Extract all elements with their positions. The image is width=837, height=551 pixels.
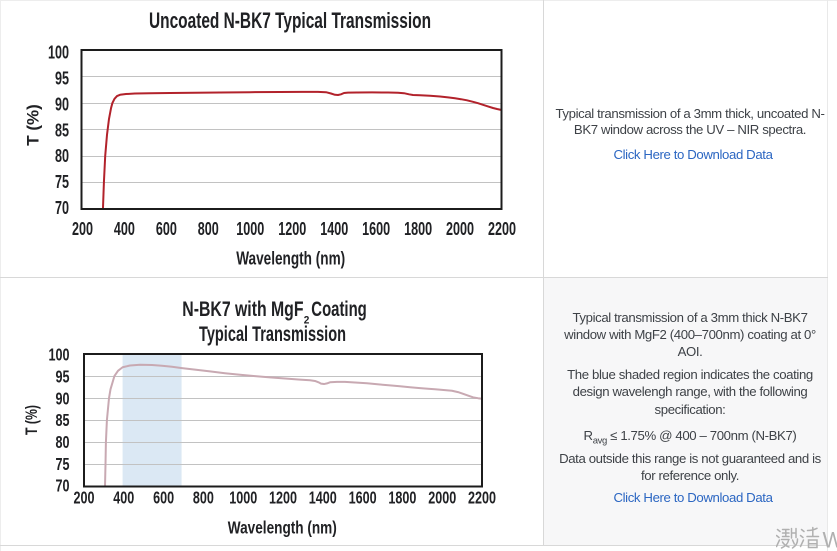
svg-text:1400: 1400 <box>320 218 348 239</box>
svg-text:85: 85 <box>56 410 70 430</box>
svg-text:2000: 2000 <box>428 488 456 508</box>
svg-text:2000: 2000 <box>446 218 474 239</box>
svg-text:95: 95 <box>55 67 69 88</box>
svg-text:1000: 1000 <box>229 488 257 508</box>
svg-text:1400: 1400 <box>309 488 337 508</box>
svg-text:70: 70 <box>55 197 69 218</box>
svg-text:T (%): T (%) <box>24 104 43 146</box>
svg-text:100: 100 <box>49 345 70 365</box>
svg-text:1000: 1000 <box>236 218 264 239</box>
svg-text:400: 400 <box>113 488 134 508</box>
svg-text:95: 95 <box>56 367 70 387</box>
svg-text:1200: 1200 <box>269 488 297 508</box>
svg-text:Typical Transmission: Typical Transmission <box>199 321 346 346</box>
svg-text:Uncoated N-BK7 Typical Transmi: Uncoated N-BK7 Typical Transmission <box>149 8 431 33</box>
svg-text:N-BK7 with MgF: N-BK7 with MgF <box>182 296 303 321</box>
svg-text:2200: 2200 <box>468 488 496 508</box>
svg-text:1800: 1800 <box>404 218 432 239</box>
svg-text:80: 80 <box>55 145 69 166</box>
svg-text:80: 80 <box>56 432 70 452</box>
svg-text:200: 200 <box>72 218 93 239</box>
svg-text:1600: 1600 <box>349 488 377 508</box>
svg-text:1200: 1200 <box>278 218 306 239</box>
svg-text:600: 600 <box>153 488 174 508</box>
svg-text:100: 100 <box>48 42 69 63</box>
svg-text:75: 75 <box>55 171 69 192</box>
svg-text:T (%): T (%) <box>23 405 41 435</box>
svg-text:Coating: Coating <box>311 296 367 321</box>
svg-text:Wavelength (nm): Wavelength (nm) <box>228 518 337 538</box>
svg-text:1600: 1600 <box>362 218 390 239</box>
svg-text:200: 200 <box>74 488 95 508</box>
svg-text:W: W <box>823 528 837 551</box>
svg-text:75: 75 <box>56 454 70 474</box>
svg-text:Wavelength (nm): Wavelength (nm) <box>236 248 345 269</box>
svg-text:600: 600 <box>156 218 177 239</box>
svg-text:800: 800 <box>198 218 219 239</box>
svg-text:400: 400 <box>114 218 135 239</box>
svg-text:90: 90 <box>56 388 70 408</box>
svg-text:2200: 2200 <box>488 218 516 239</box>
svg-text:1800: 1800 <box>388 488 416 508</box>
svg-text:70: 70 <box>56 476 70 496</box>
svg-text:90: 90 <box>55 93 69 114</box>
svg-text:800: 800 <box>193 488 214 508</box>
svg-text:2: 2 <box>304 314 310 326</box>
svg-text:85: 85 <box>55 119 69 140</box>
